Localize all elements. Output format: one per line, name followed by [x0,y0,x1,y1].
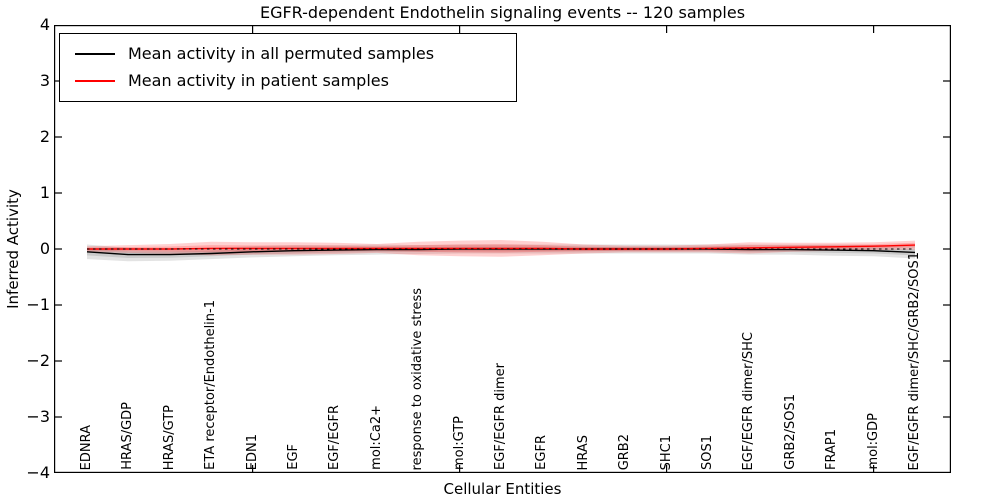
x-category-label: EGF/EGFR dimer [493,363,508,470]
y-tick-label: −1 [26,295,50,314]
x-category-label: EGF/EGFR [327,405,343,470]
y-tick-label: 3 [39,71,50,90]
x-category-label: mol:GTP [451,416,467,470]
x-category-label: EDN1 [244,433,260,470]
x-category-label: SHC1 [658,434,674,470]
x-category-label: FRAP1 [824,429,840,470]
x-category-label: EGF [286,444,301,470]
legend-item-patient: Mean activity in patient samples [60,67,516,94]
x-category-label: ETA receptor/Endothelin-1 [203,300,219,470]
y-tick-label: −4 [26,463,50,482]
legend-label: Mean activity in patient samples [128,71,389,90]
x-category-label: mol:Ca2+ [368,405,384,470]
x-category-label: response to oxidative stress [410,287,426,470]
y-tick-label: 2 [39,127,50,146]
y-tick-label: −3 [26,407,50,426]
x-category-label: EGF/EGFR dimer/SHC [741,331,757,470]
x-category-label: HRAS [575,434,591,470]
chart-title: EGFR-dependent Endothelin signaling even… [259,3,746,22]
legend: Mean activity in all permuted samples Me… [59,33,517,102]
y-tick-label: −2 [26,351,50,370]
x-category-label: SOS1 [700,434,715,470]
x-category-label: EGFR [534,435,550,470]
x-axis-label: Cellular Entities [443,480,562,498]
x-category-label: GRB2/SOS1 [782,394,798,470]
y-tick-label: 4 [39,15,50,34]
x-category-label: HRAS/GTP [161,404,177,470]
x-category-label: EDNRA [79,424,94,470]
legend-item-permuted: Mean activity in all permuted samples [60,40,516,67]
y-tick-label: 0 [39,239,50,258]
permuted-line-swatch-icon [75,52,115,55]
x-category-label: HRAS/GDP [120,402,136,470]
patient-line-swatch-icon [75,79,115,82]
x-category-label: EGF/EGFR dimer/SHC/GRB2/SOS1 [907,251,922,471]
y-tick-label: 1 [39,183,50,202]
x-category-label: GRB2 [617,433,633,470]
x-category-label: mol:GDP [865,413,881,470]
legend-label: Mean activity in all permuted samples [128,44,435,63]
plot-area [54,25,951,473]
